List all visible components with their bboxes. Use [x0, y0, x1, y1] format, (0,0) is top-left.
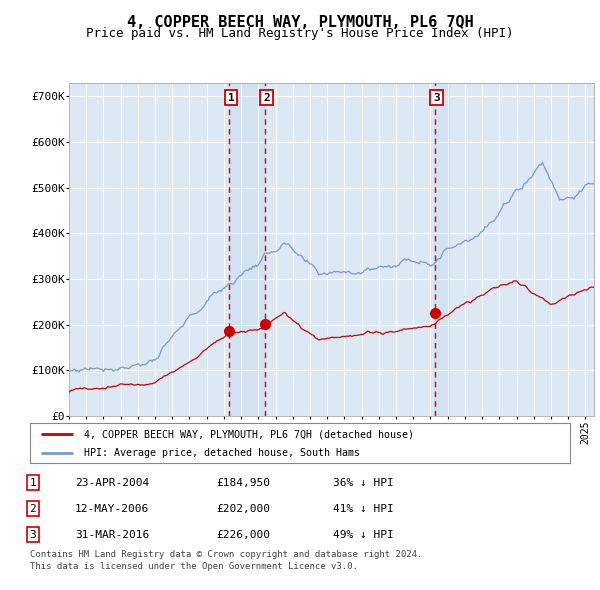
Text: Price paid vs. HM Land Registry's House Price Index (HPI): Price paid vs. HM Land Registry's House … — [86, 27, 514, 40]
Text: 49% ↓ HPI: 49% ↓ HPI — [333, 530, 394, 539]
Text: 3: 3 — [433, 93, 440, 103]
Text: 31-MAR-2016: 31-MAR-2016 — [75, 530, 149, 539]
Text: 41% ↓ HPI: 41% ↓ HPI — [333, 504, 394, 513]
Text: £202,000: £202,000 — [216, 504, 270, 513]
Text: £184,950: £184,950 — [216, 478, 270, 487]
Text: Contains HM Land Registry data © Crown copyright and database right 2024.: Contains HM Land Registry data © Crown c… — [30, 550, 422, 559]
Text: HPI: Average price, detached house, South Hams: HPI: Average price, detached house, Sout… — [84, 448, 360, 458]
Text: 4, COPPER BEECH WAY, PLYMOUTH, PL6 7QH: 4, COPPER BEECH WAY, PLYMOUTH, PL6 7QH — [127, 15, 473, 30]
Text: 2: 2 — [263, 93, 270, 103]
Text: 4, COPPER BEECH WAY, PLYMOUTH, PL6 7QH (detached house): 4, COPPER BEECH WAY, PLYMOUTH, PL6 7QH (… — [84, 430, 414, 440]
Text: 1: 1 — [29, 478, 37, 487]
Text: 12-MAY-2006: 12-MAY-2006 — [75, 504, 149, 513]
Text: 1: 1 — [227, 93, 235, 103]
Text: This data is licensed under the Open Government Licence v3.0.: This data is licensed under the Open Gov… — [30, 562, 358, 571]
Text: 3: 3 — [29, 530, 37, 539]
Bar — [434, 83, 449, 416]
Text: 23-APR-2004: 23-APR-2004 — [75, 478, 149, 487]
Bar — [229, 83, 265, 416]
Text: 36% ↓ HPI: 36% ↓ HPI — [333, 478, 394, 487]
Text: £226,000: £226,000 — [216, 530, 270, 539]
Text: 2: 2 — [29, 504, 37, 513]
